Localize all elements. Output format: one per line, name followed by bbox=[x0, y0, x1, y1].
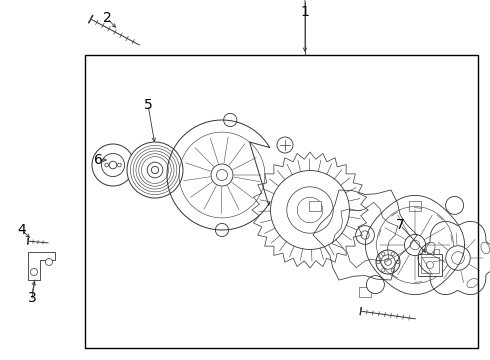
Bar bbox=[434, 249, 439, 254]
Circle shape bbox=[367, 276, 384, 294]
Circle shape bbox=[127, 142, 183, 198]
Circle shape bbox=[30, 269, 38, 275]
Circle shape bbox=[396, 260, 399, 264]
Ellipse shape bbox=[481, 242, 490, 254]
Ellipse shape bbox=[426, 242, 435, 254]
Circle shape bbox=[445, 197, 464, 215]
Circle shape bbox=[382, 252, 385, 255]
Bar bbox=[421, 249, 426, 254]
Bar bbox=[427, 249, 433, 254]
Text: 7: 7 bbox=[395, 218, 404, 232]
Bar bbox=[409, 201, 420, 211]
Circle shape bbox=[391, 269, 394, 272]
Circle shape bbox=[426, 261, 434, 269]
Text: 5: 5 bbox=[144, 98, 152, 112]
Bar bbox=[359, 287, 371, 297]
Circle shape bbox=[216, 224, 229, 237]
Circle shape bbox=[92, 144, 134, 186]
Circle shape bbox=[105, 163, 109, 167]
Circle shape bbox=[277, 137, 293, 153]
Circle shape bbox=[211, 164, 233, 186]
Circle shape bbox=[287, 187, 333, 233]
Circle shape bbox=[377, 260, 380, 264]
Circle shape bbox=[223, 113, 237, 127]
Circle shape bbox=[404, 234, 425, 256]
Circle shape bbox=[382, 269, 385, 272]
Circle shape bbox=[361, 231, 369, 239]
Circle shape bbox=[151, 166, 159, 174]
Circle shape bbox=[376, 250, 400, 274]
Circle shape bbox=[46, 258, 52, 266]
Bar bbox=[421, 257, 439, 273]
Text: 1: 1 bbox=[300, 5, 310, 19]
Circle shape bbox=[385, 258, 392, 265]
Bar bbox=[418, 254, 442, 276]
Bar bbox=[310, 201, 321, 211]
Text: 4: 4 bbox=[18, 223, 26, 237]
Circle shape bbox=[391, 252, 394, 255]
Ellipse shape bbox=[467, 279, 478, 288]
Circle shape bbox=[147, 162, 163, 178]
Bar bbox=[85, 55, 478, 348]
Circle shape bbox=[217, 170, 227, 180]
Polygon shape bbox=[28, 252, 55, 280]
Circle shape bbox=[270, 171, 349, 249]
Circle shape bbox=[101, 153, 124, 176]
Circle shape bbox=[381, 255, 395, 269]
Text: 3: 3 bbox=[27, 291, 36, 305]
Text: 6: 6 bbox=[94, 153, 102, 167]
Circle shape bbox=[118, 163, 121, 167]
Circle shape bbox=[109, 161, 117, 169]
Circle shape bbox=[446, 246, 470, 270]
Circle shape bbox=[356, 226, 374, 244]
Text: 2: 2 bbox=[102, 11, 111, 25]
